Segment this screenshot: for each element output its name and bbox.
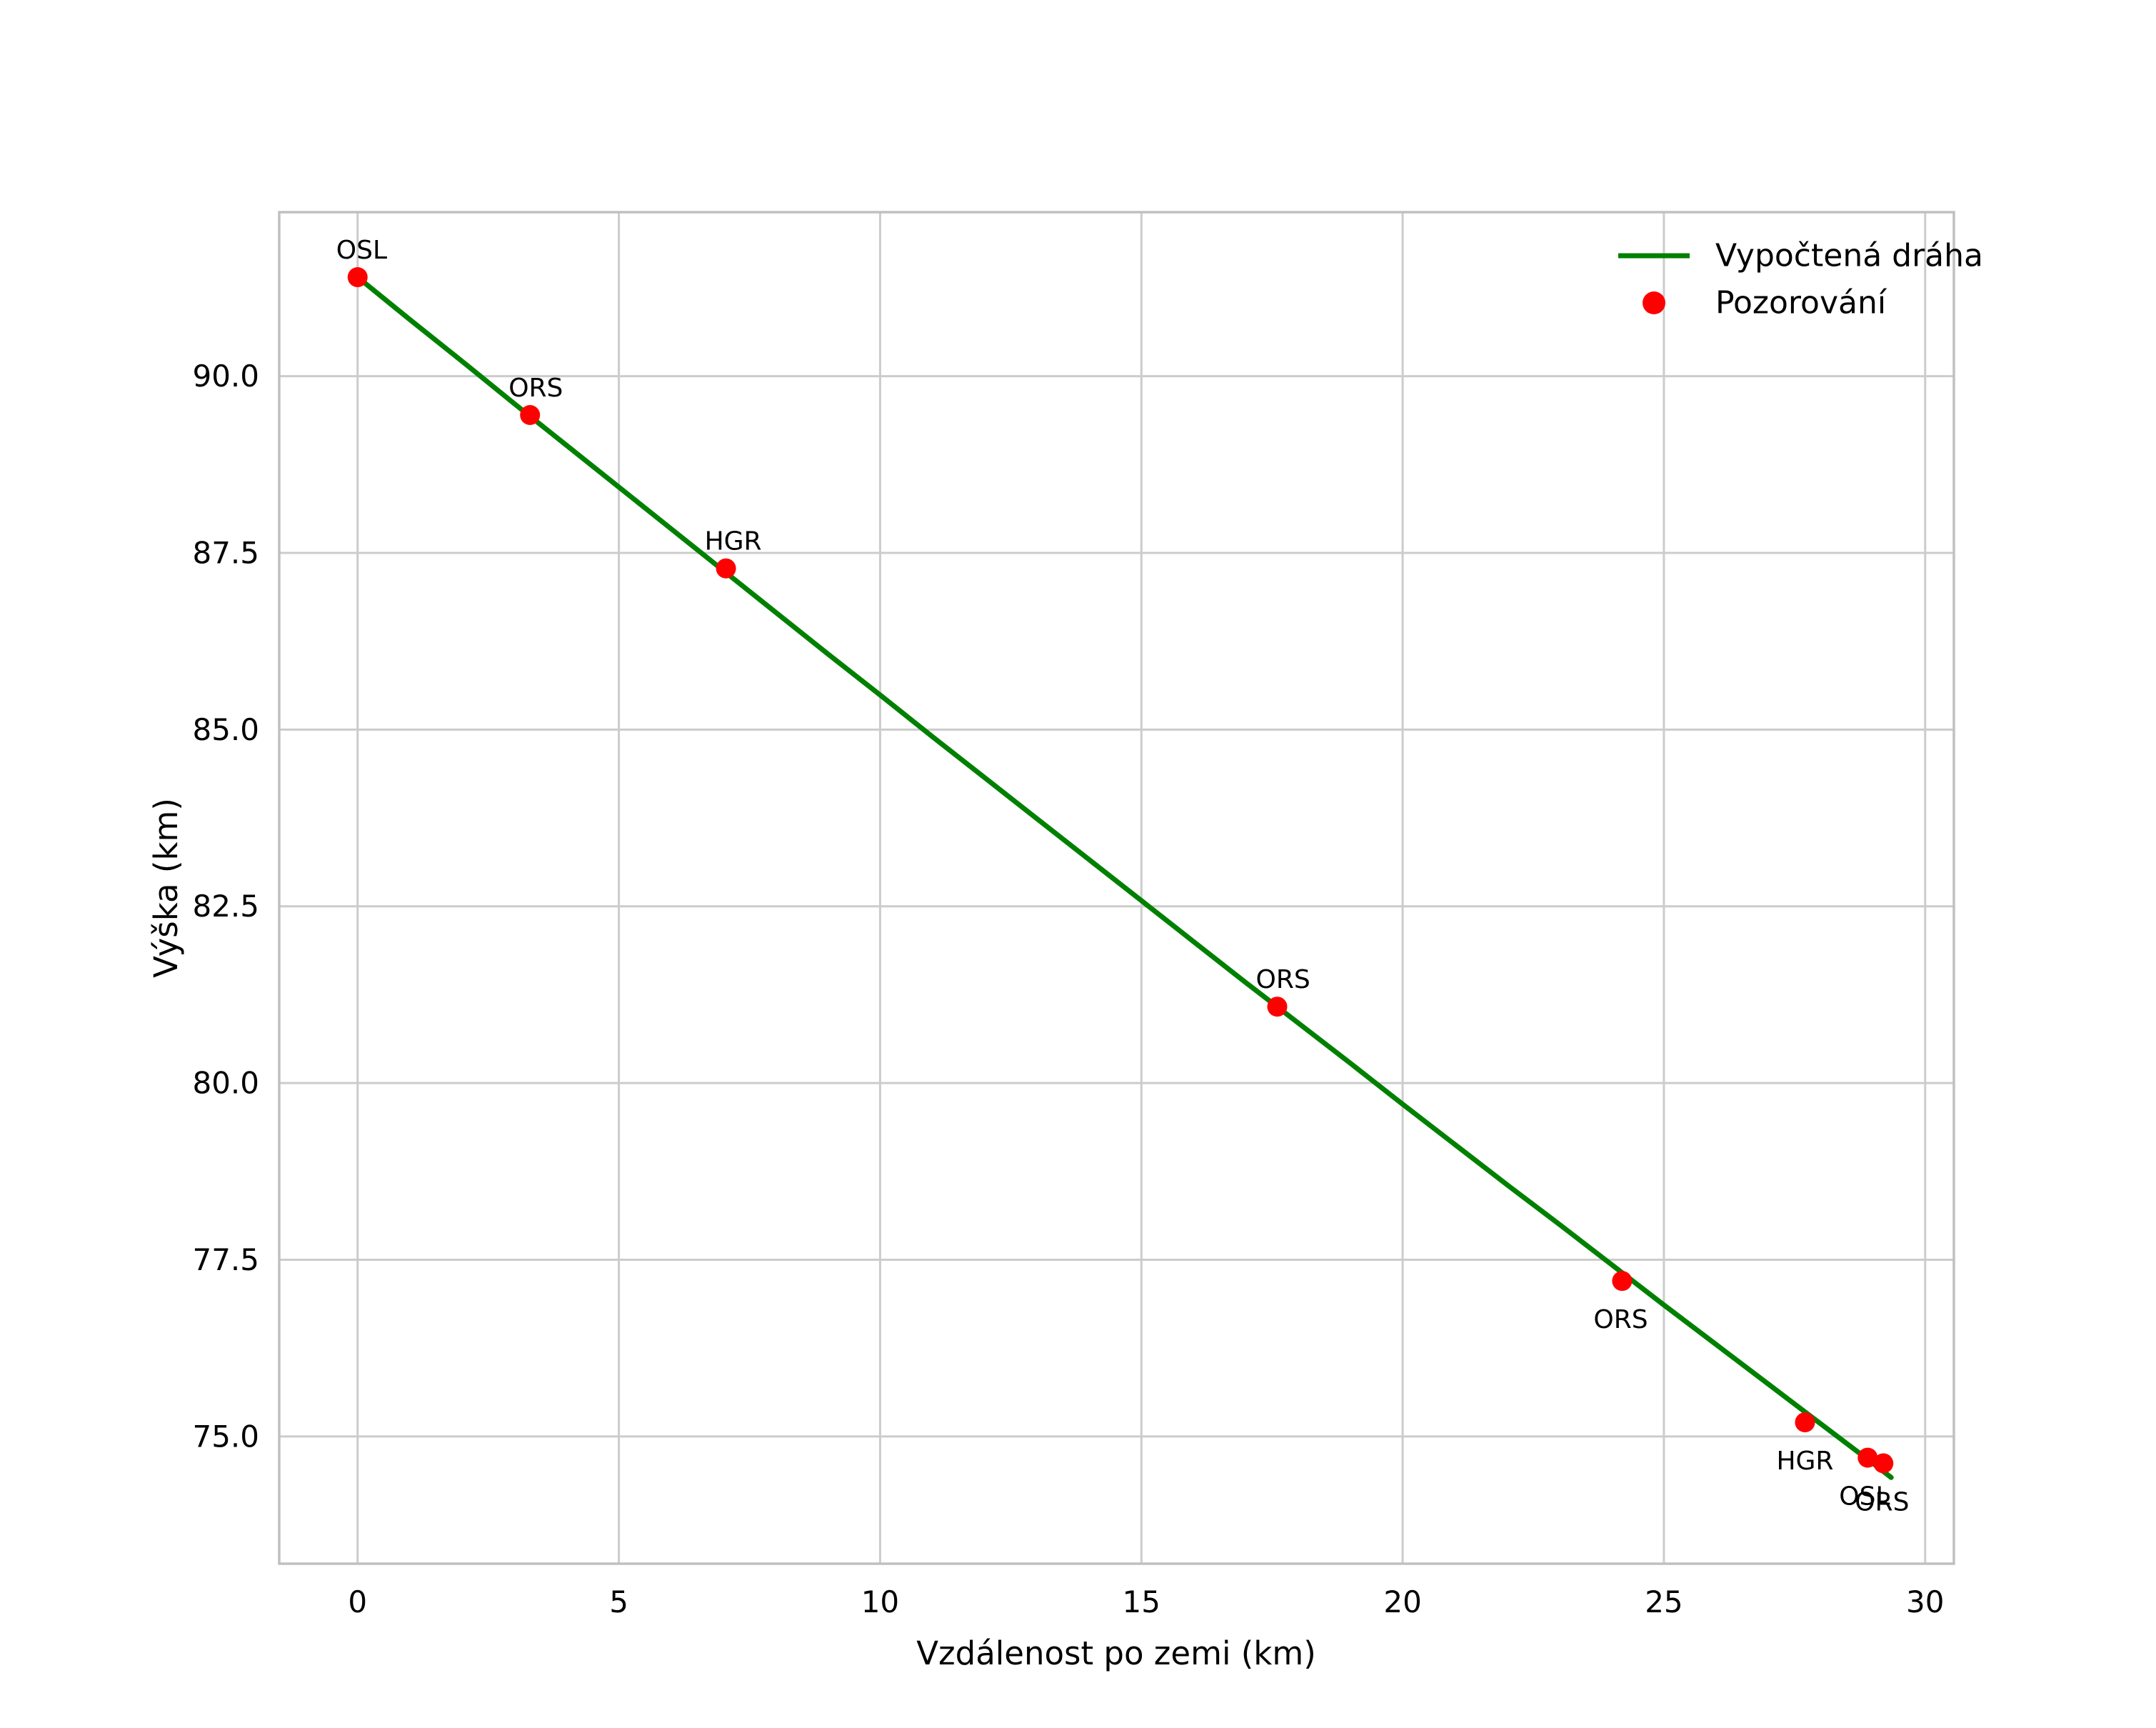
x-tick-label: 15 [1123,1584,1160,1619]
x-tick-label: 0 [348,1584,367,1619]
y-tick-label: 82.5 [192,889,259,924]
tick-labels: 0 5 10 15 20 25 30 75.0 77.5 80.0 82.5 85.0 87.5 90.0 [192,359,1944,1619]
y-tick-label: 85.0 [192,712,259,747]
y-axis-label: Výška (km) [147,798,185,978]
legend-point-sample-icon [1643,291,1665,314]
plot-border [278,211,1955,1565]
station-label: ORS [1593,1305,1648,1334]
station-label: HGR [1776,1447,1833,1476]
computed-path-line [355,274,1894,1480]
legend: Vypočtená dráha Pozorování [1618,238,1983,321]
observation-point [1612,1271,1633,1292]
gridlines [279,212,1954,1564]
observation-point [1795,1412,1815,1433]
observation-point [1267,997,1288,1017]
y-tick-label: 80.0 [192,1066,259,1101]
station-label: OSL [336,236,387,265]
station-label: ORS [1255,965,1310,994]
station-label: ORS [1855,1487,1909,1517]
x-tick-label: 20 [1383,1584,1421,1619]
station-label: OSL [1839,1482,1890,1512]
y-tick-label: 77.5 [192,1242,259,1277]
data-series [347,267,1894,1480]
observation-point [1857,1447,1878,1468]
x-tick-label: 30 [1906,1584,1944,1619]
station-label: ORS [508,374,563,403]
station-label: HGR [705,527,762,556]
observation-point [716,558,736,579]
y-tick-label: 90.0 [192,359,259,394]
x-tick-label: 5 [609,1584,628,1619]
y-tick-label: 75.0 [192,1419,259,1454]
observation-point [347,267,368,288]
observation-point [1873,1453,1894,1474]
y-tick-label: 87.5 [192,535,259,570]
x-tick-label: 10 [861,1584,899,1619]
x-tick-label: 25 [1645,1584,1683,1619]
axes-spines [278,211,1955,1565]
legend-label-observations: Pozorování [1715,285,1887,321]
legend-label-computed-path: Vypočtená dráha [1715,238,1983,274]
observation-point [520,404,541,425]
x-axis-label: Vzdálenost po zemi (km) [916,1634,1316,1672]
